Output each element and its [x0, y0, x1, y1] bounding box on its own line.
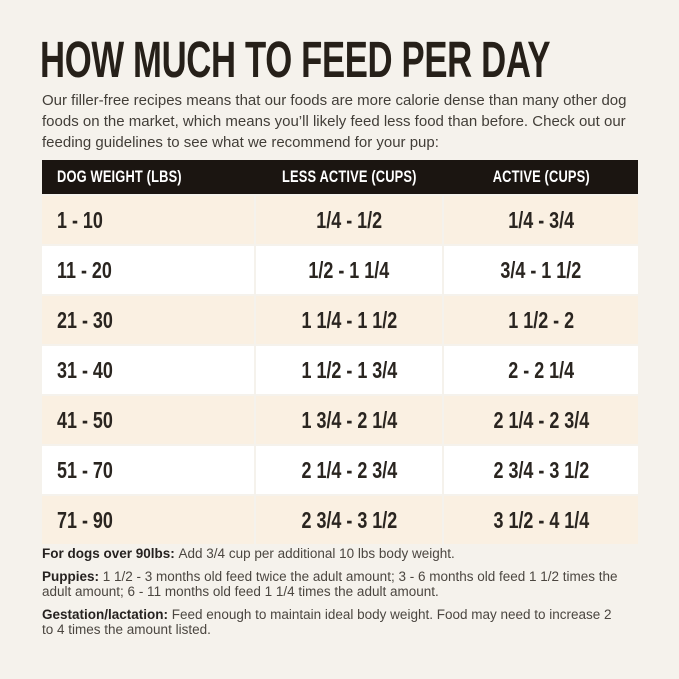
- note: Gestation/lactation: Feed enough to main…: [42, 606, 612, 638]
- table-header-row: DOG WEIGHT (LBS) LESS ACTIVE (CUPS) ACTI…: [42, 160, 638, 194]
- cell-active: 2 - 2 1/4: [444, 346, 638, 394]
- cell-value: 1 1/2 - 2: [508, 306, 574, 333]
- header-cell-less-active: LESS ACTIVE (CUPS): [256, 160, 442, 194]
- cell-dog-weight: 1 - 10: [42, 196, 254, 244]
- table-row: 41 - 50 1 3/4 - 2 1/4 2 1/4 - 2 3/4: [42, 396, 638, 444]
- page-title: HOW MUCH TO FEED PER DAY: [40, 33, 679, 87]
- header-label: DOG WEIGHT (LBS): [57, 167, 182, 186]
- note: For dogs over 90lbs: Add 3/4 cup per add…: [42, 546, 455, 561]
- cell-value: 1 - 10: [57, 206, 103, 233]
- cell-less-active: 2 3/4 - 3 1/2: [256, 496, 442, 544]
- cell-less-active: 1/2 - 1 1/4: [256, 246, 442, 294]
- table-row: 31 - 40 1 1/2 - 1 3/4 2 - 2 1/4: [42, 346, 638, 394]
- cell-value: 71 - 90: [57, 506, 113, 533]
- note: Puppies: 1 1/2 - 3 months old feed twice…: [42, 568, 618, 600]
- cell-active: 2 3/4 - 3 1/2: [444, 446, 638, 494]
- cell-active: 2 1/4 - 2 3/4: [444, 396, 638, 444]
- table-body: 1 - 10 1/4 - 1/2 1/4 - 3/4 11 - 20 1/2 - 1 1…: [42, 196, 638, 544]
- cell-dog-weight: 71 - 90: [42, 496, 254, 544]
- cell-value: 1/4 - 1/2: [316, 206, 382, 233]
- cell-value: 3 1/2 - 4 1/4: [493, 506, 589, 533]
- note-label: For dogs over 90lbs:: [42, 546, 179, 561]
- header-cell-dog-weight: DOG WEIGHT (LBS): [42, 160, 254, 194]
- notes: For dogs over 90lbs: Add 3/4 cup per add…: [42, 546, 648, 645]
- table-row: 51 - 70 2 1/4 - 2 3/4 2 3/4 - 3 1/2: [42, 446, 638, 494]
- cell-value: 41 - 50: [57, 406, 113, 433]
- note-label: Puppies:: [42, 568, 103, 584]
- table-row: 1 - 10 1/4 - 1/2 1/4 - 3/4: [42, 196, 638, 244]
- cell-value: 3/4 - 1 1/2: [500, 256, 582, 283]
- cell-value: 51 - 70: [57, 456, 113, 483]
- cell-value: 2 - 2 1/4: [508, 356, 574, 383]
- table-row: 71 - 90 2 3/4 - 3 1/2 3 1/2 - 4 1/4: [42, 496, 638, 544]
- cell-value: 2 1/4 - 2 3/4: [493, 406, 589, 433]
- cell-dog-weight: 51 - 70: [42, 446, 254, 494]
- cell-less-active: 1 3/4 - 2 1/4: [256, 396, 442, 444]
- cell-active: 3/4 - 1 1/2: [444, 246, 638, 294]
- cell-value: 1/2 - 1 1/4: [308, 256, 390, 283]
- cell-value: 1 1/2 - 1 3/4: [301, 356, 397, 383]
- cell-active: 1/4 - 3/4: [444, 196, 638, 244]
- cell-active: 3 1/2 - 4 1/4: [444, 496, 638, 544]
- header-cell-active: ACTIVE (CUPS): [444, 160, 638, 194]
- cell-value: 11 - 20: [57, 256, 112, 283]
- cell-value: 2 3/4 - 3 1/2: [493, 456, 589, 483]
- cell-less-active: 2 1/4 - 2 3/4: [256, 446, 442, 494]
- header-label: ACTIVE (CUPS): [492, 167, 590, 186]
- intro-text: Our filler-free recipes means that our f…: [42, 92, 627, 151]
- cell-value: 1/4 - 3/4: [508, 206, 574, 233]
- cell-value: 2 1/4 - 2 3/4: [301, 456, 397, 483]
- header-label: LESS ACTIVE (CUPS): [281, 167, 417, 186]
- page-title-text: HOW MUCH TO FEED PER DAY: [40, 31, 551, 88]
- cell-dog-weight: 31 - 40: [42, 346, 254, 394]
- note-label: Gestation/lactation:: [42, 606, 172, 622]
- feeding-table: DOG WEIGHT (LBS) LESS ACTIVE (CUPS) ACTI…: [42, 160, 638, 546]
- cell-dog-weight: 21 - 30: [42, 296, 254, 344]
- cell-value: 1 3/4 - 2 1/4: [301, 406, 397, 433]
- cell-active: 1 1/2 - 2: [444, 296, 638, 344]
- cell-value: 31 - 40: [57, 356, 113, 383]
- table-row: 11 - 20 1/2 - 1 1/4 3/4 - 1 1/2: [42, 246, 638, 294]
- cell-dog-weight: 41 - 50: [42, 396, 254, 444]
- cell-value: 1 1/4 - 1 1/2: [301, 306, 397, 333]
- cell-less-active: 1 1/4 - 1 1/2: [256, 296, 442, 344]
- cell-less-active: 1 1/2 - 1 3/4: [256, 346, 442, 394]
- cell-less-active: 1/4 - 1/2: [256, 196, 442, 244]
- cell-value: 21 - 30: [57, 306, 113, 333]
- cell-value: 2 3/4 - 3 1/2: [301, 506, 397, 533]
- cell-dog-weight: 11 - 20: [42, 246, 254, 294]
- table-row: 21 - 30 1 1/4 - 1 1/2 1 1/2 - 2: [42, 296, 638, 344]
